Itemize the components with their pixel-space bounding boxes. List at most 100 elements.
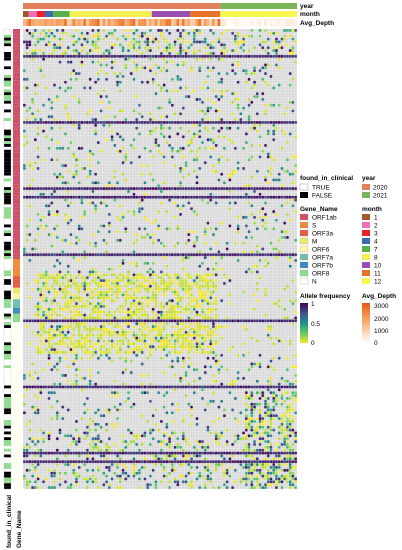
heatmap-cell <box>107 100 111 104</box>
heatmap-cell <box>33 468 37 472</box>
heatmap-cell <box>110 66 114 70</box>
gene-name-cell <box>13 60 20 64</box>
heatmap-cell <box>91 279 95 283</box>
heatmap-cell <box>31 112 35 116</box>
heatmap-cell <box>110 46 114 50</box>
heatmap-cell <box>176 322 180 326</box>
heatmap-cell <box>39 385 43 389</box>
heatmap-cell <box>143 345 147 349</box>
heatmap-cell <box>258 483 262 487</box>
heatmap-cell <box>116 238 119 242</box>
heatmap-cell <box>220 54 224 58</box>
heatmap-cell <box>192 244 196 248</box>
heatmap-cell <box>94 40 98 44</box>
heatmap-cell <box>286 437 289 441</box>
heatmap-cell <box>288 405 292 409</box>
heatmap-cell <box>214 339 218 343</box>
heatmap-cell <box>23 40 26 44</box>
heatmap-cell <box>187 276 191 280</box>
heatmap-cell <box>233 468 237 472</box>
heatmap-cell <box>203 468 207 472</box>
heatmap-cell <box>42 129 45 133</box>
month-annotation-block <box>151 11 191 17</box>
gene-name-cell <box>13 460 20 464</box>
heatmap-cell <box>91 187 95 191</box>
heatmap-cell <box>220 43 224 47</box>
heatmap-cell <box>247 434 251 438</box>
heatmap-cell <box>198 135 202 139</box>
heatmap-cell <box>129 451 133 455</box>
heatmap-cell <box>23 164 26 168</box>
heatmap-cell <box>283 287 287 291</box>
heatmap-cell <box>264 474 267 478</box>
heatmap-cell <box>28 161 32 165</box>
heatmap-cell <box>50 195 54 199</box>
heatmap-cell <box>72 279 76 283</box>
heatmap-cell <box>209 106 213 110</box>
heatmap-cell <box>286 480 289 484</box>
heatmap-cell <box>88 374 92 377</box>
heatmap-cell <box>264 460 267 464</box>
heatmap-cell <box>121 305 125 308</box>
found-in-clinical-cell <box>4 115 11 119</box>
heatmap-cell <box>190 305 193 308</box>
heatmap-cell <box>288 451 292 455</box>
heatmap-cell <box>168 198 172 202</box>
heatmap-cell <box>181 195 185 199</box>
gene-name-cell <box>13 106 20 110</box>
heatmap-cell <box>42 342 45 346</box>
heatmap-cell <box>220 92 224 96</box>
heatmap-cell <box>173 477 177 481</box>
heatmap-cell <box>165 273 169 277</box>
heatmap-cell <box>176 293 180 297</box>
heatmap-cell <box>220 460 224 464</box>
heatmap-cell <box>277 445 281 449</box>
heatmap-cell <box>220 121 224 124</box>
heatmap-cell <box>170 46 174 50</box>
heatmap-cell <box>39 118 43 122</box>
heatmap-cell <box>118 218 122 222</box>
found-in-clinical-cell <box>4 207 11 211</box>
heatmap-cell <box>121 49 125 53</box>
heatmap-cell <box>223 146 226 150</box>
heatmap-cell <box>239 319 243 323</box>
heatmap-cell <box>192 29 196 32</box>
heatmap-cell <box>146 356 150 360</box>
heatmap-cell <box>261 466 265 469</box>
heatmap-cell <box>160 313 163 317</box>
heatmap-cell <box>28 253 32 257</box>
heatmap-cell <box>140 443 144 446</box>
heatmap-cell <box>91 474 95 478</box>
heatmap-cell <box>86 336 89 340</box>
heatmap-cell <box>195 460 199 464</box>
heatmap-cell <box>105 290 108 294</box>
found-in-clinical-cell <box>4 233 11 237</box>
heatmap-cell <box>77 52 81 55</box>
heatmap-cell <box>143 319 147 323</box>
heatmap-cell <box>39 296 43 300</box>
heatmap-cell <box>247 184 251 188</box>
heatmap-cell <box>242 121 245 124</box>
heatmap-cell <box>195 238 199 242</box>
heatmap-cell <box>258 434 262 438</box>
heatmap-cell <box>294 195 298 199</box>
gene-name-cell <box>13 448 20 452</box>
heatmap-cell <box>179 279 182 283</box>
heatmap-cell <box>83 463 87 467</box>
heatmap-cell <box>151 451 155 455</box>
heatmap-cell <box>244 437 248 441</box>
heatmap-cell <box>91 201 95 205</box>
heatmap-cell <box>129 161 133 165</box>
heatmap-cell <box>132 121 136 124</box>
heatmap-cell <box>118 348 122 352</box>
heatmap-cell <box>217 359 221 363</box>
heatmap-cell <box>157 106 161 110</box>
heatmap-cell <box>294 431 298 435</box>
heatmap-cell <box>190 66 193 70</box>
heatmap-cell <box>250 126 254 130</box>
heatmap-cell <box>113 330 117 334</box>
heatmap-cell <box>129 440 133 444</box>
heatmap-cell <box>94 118 98 122</box>
heatmap-cell <box>99 460 103 464</box>
